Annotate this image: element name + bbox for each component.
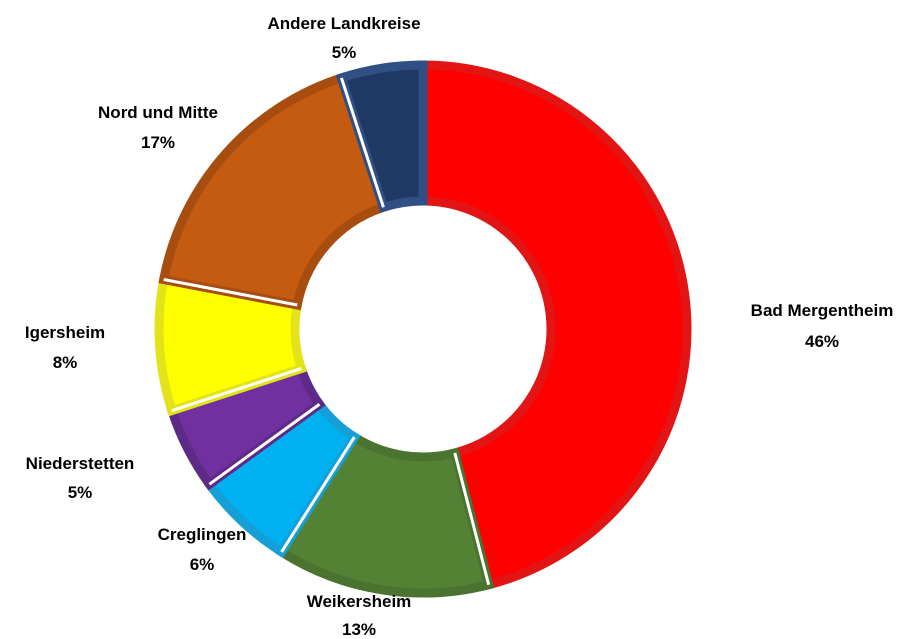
slice-name-label: Niederstetten	[26, 454, 135, 473]
slice-andere-landkreise	[335, 60, 428, 213]
slice-nord-und-mitte	[158, 72, 390, 311]
slice-separator	[280, 436, 356, 553]
slice-separator	[339, 77, 385, 208]
slice-name-label: Nord und Mitte	[98, 103, 218, 122]
slice-value-label: 13%	[342, 620, 376, 639]
slice-separator	[171, 367, 302, 413]
slice-value-label: 17%	[141, 133, 175, 152]
slice-separator	[208, 403, 321, 486]
slice-name-label: Andere Landkreise	[267, 14, 420, 33]
slice-name-label: Bad Mergentheim	[751, 301, 894, 320]
slice-labels: Bad Mergentheim 46% Weikersheim 13% Cregling…	[25, 14, 893, 639]
slice-name-label: Weikersheim	[307, 592, 412, 611]
slice-name-label: Creglingen	[158, 525, 247, 544]
donut-slices	[154, 60, 692, 598]
slice-value-label: 46%	[805, 332, 839, 351]
slice-bad-mergentheim	[418, 60, 692, 591]
slice-value-label: 5%	[68, 483, 93, 502]
slice-name-label: Igersheim	[25, 323, 105, 342]
slice-value-label: 8%	[53, 353, 78, 372]
slice-separator	[163, 278, 298, 307]
slice-value-label: 6%	[190, 555, 215, 574]
slice-value-label: 5%	[332, 43, 357, 62]
slice-separator	[453, 452, 491, 586]
